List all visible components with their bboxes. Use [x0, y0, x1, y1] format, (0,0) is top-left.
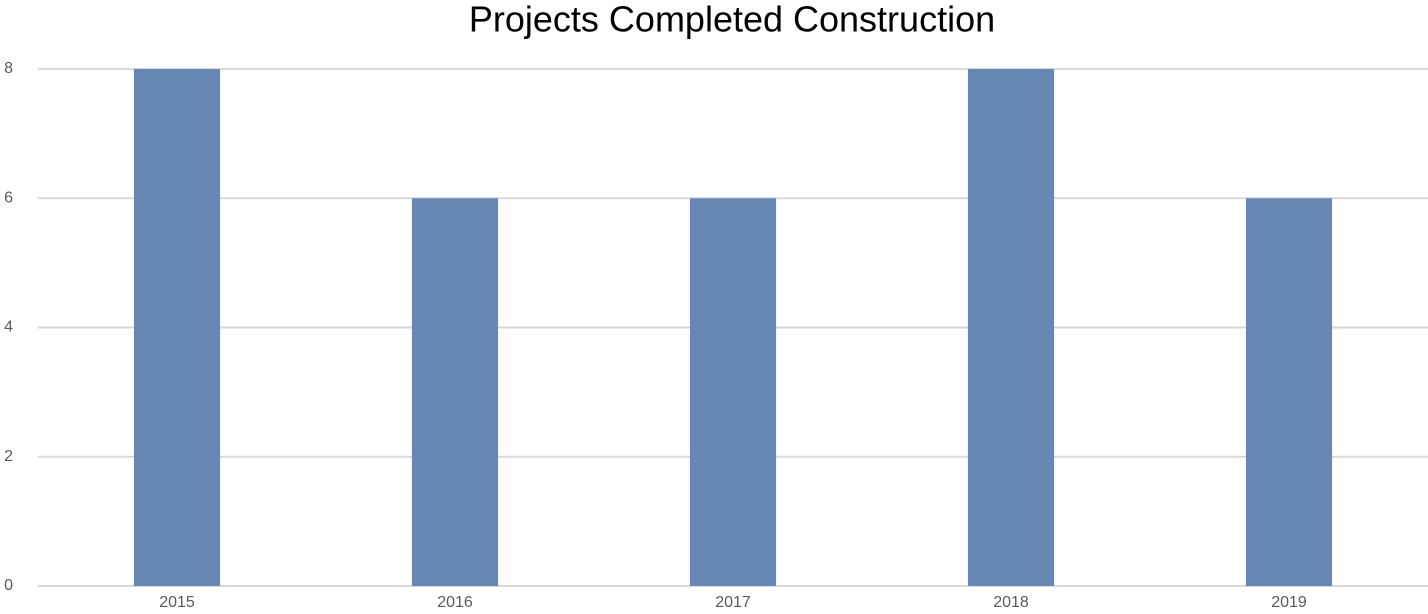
chart-title: Projects Completed Construction — [469, 0, 995, 40]
x-tick-label: 2019 — [1271, 594, 1307, 611]
bar — [1245, 198, 1333, 586]
y-tick-label: 2 — [4, 448, 13, 465]
x-tick-label: 2016 — [437, 594, 473, 611]
bar — [689, 198, 777, 586]
y-tick-label: 8 — [4, 60, 13, 77]
bar — [411, 198, 499, 586]
x-tick-label: 2017 — [715, 594, 751, 611]
bar — [967, 69, 1055, 586]
y-tick-label: 6 — [4, 189, 13, 206]
y-tick-label: 4 — [4, 319, 13, 336]
y-tick-label: 0 — [4, 577, 13, 594]
x-tick-label: 2015 — [159, 594, 195, 611]
bar — [133, 69, 221, 586]
x-tick-label: 2018 — [993, 594, 1029, 611]
